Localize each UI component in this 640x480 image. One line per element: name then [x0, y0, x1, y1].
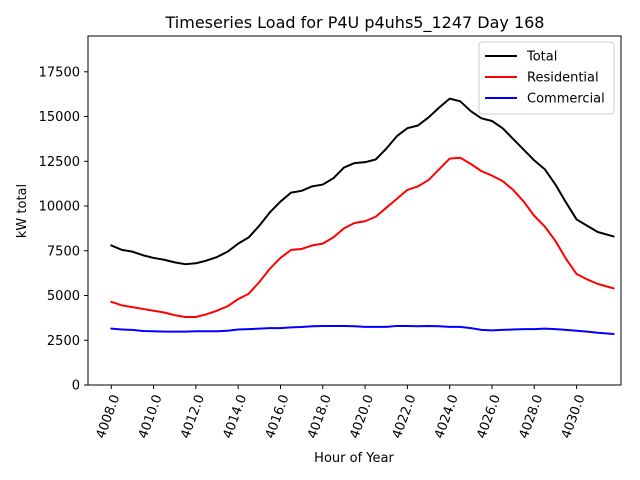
legend: Total Residential Commercial [478, 41, 615, 115]
series-line-commercial [110, 324, 615, 335]
y-tick-label: 10000 [39, 200, 80, 215]
series-line-total [110, 97, 615, 266]
y-tick-label: 5000 [47, 289, 80, 304]
y-tick-label: 7500 [47, 244, 80, 259]
legend-label-total: Total [526, 50, 557, 65]
series-line-residential [110, 156, 615, 318]
plot-area-frame [87, 35, 622, 386]
y-tick-label: 15000 [39, 110, 80, 125]
legend-label-residential: Residential [527, 71, 599, 86]
x-axis-label: Hour of Year [314, 451, 394, 466]
legend-box [478, 41, 615, 115]
series-layer [110, 97, 615, 335]
y-tick-label: 2500 [47, 334, 80, 349]
y-tick-label: 0 [72, 379, 80, 394]
y-axis-label: kW total [15, 184, 30, 238]
y-tick-label: 17500 [39, 65, 80, 80]
y-tick-label: 12500 [39, 155, 80, 170]
legend-label-commercial: Commercial [527, 92, 605, 107]
chart-title: Timeseries Load for P4U p4uhs5_1247 Day … [165, 13, 545, 33]
y-axis: 0 2500 5000 7500 10000 12500 15000 17500 [39, 65, 88, 394]
